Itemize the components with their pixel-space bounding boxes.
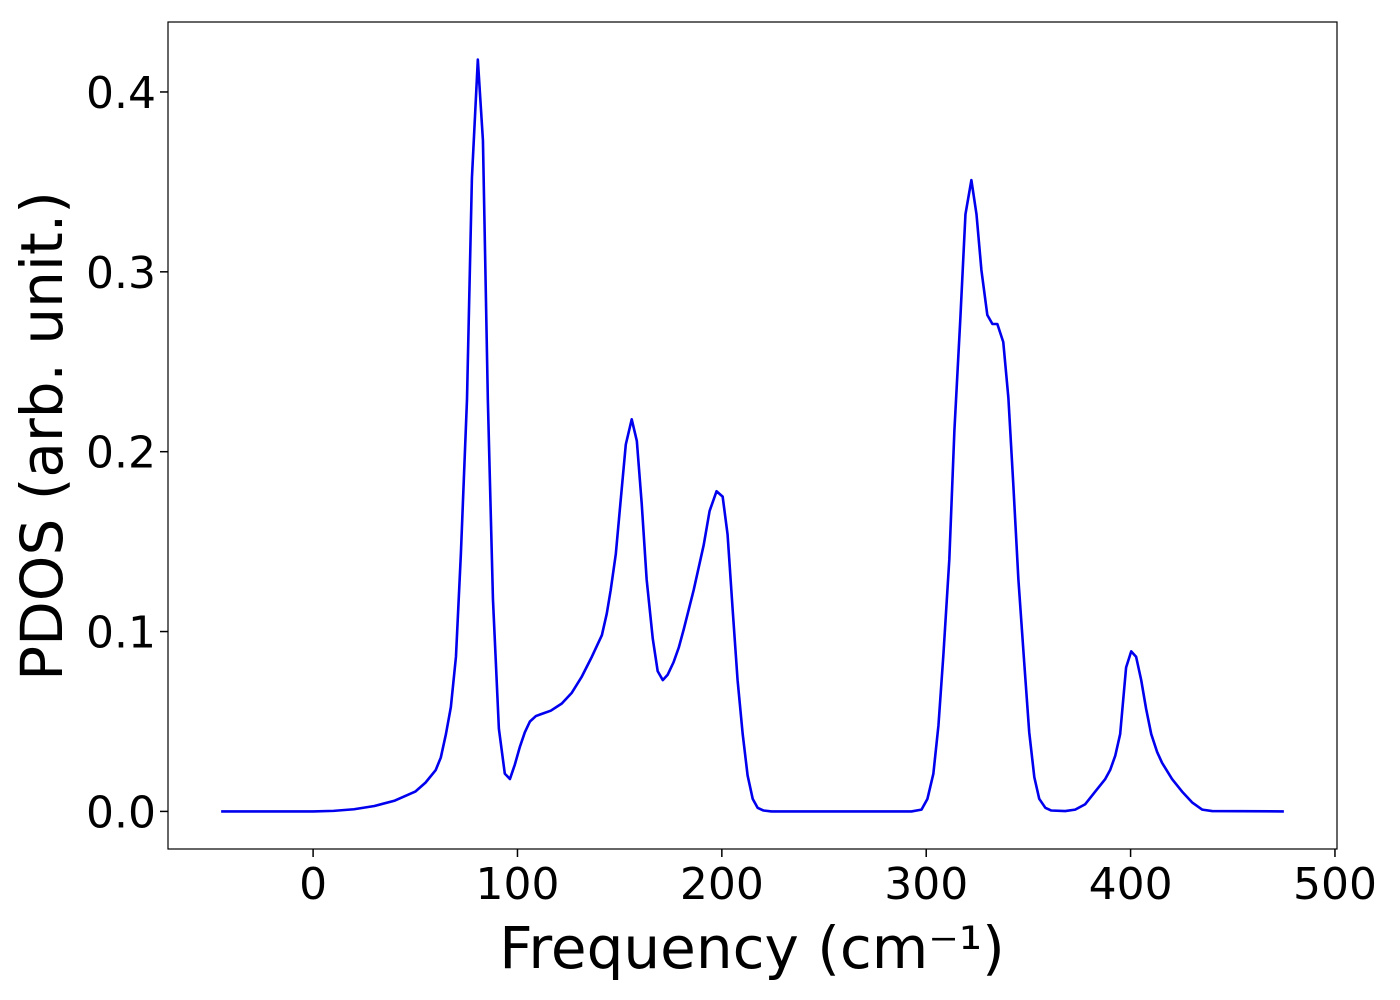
x-tick-label: 200: [680, 859, 764, 910]
x-axis-label: Frequency (cm⁻¹): [499, 914, 1005, 982]
y-tick-label: 0.0: [86, 787, 156, 838]
y-tick-label: 0.2: [86, 428, 156, 479]
plot-frame: [167, 21, 1338, 850]
x-tick-label: 400: [1089, 859, 1173, 910]
y-tick-label: 0.3: [86, 248, 156, 299]
y-axis-label: PDOS (arb. unit.): [8, 191, 76, 681]
x-tick-label: 500: [1293, 859, 1377, 910]
x-tick-label: 300: [884, 859, 968, 910]
data-line: [221, 58, 1284, 813]
x-tick-label: 0: [299, 859, 327, 910]
y-tick-label: 0.1: [86, 608, 156, 659]
y-tick-label: 0.4: [86, 68, 156, 119]
x-tick-label: 100: [475, 859, 559, 910]
